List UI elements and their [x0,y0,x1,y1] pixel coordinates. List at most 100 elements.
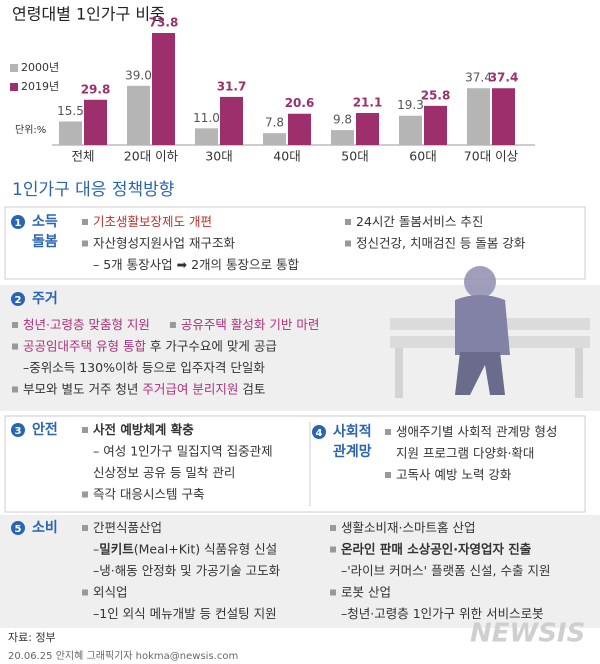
bar [127,85,150,145]
text-part: 밀키트 [99,541,134,556]
bullet [12,322,18,328]
policy-text: 공유주택 활성화 기반 마련 [181,317,319,332]
policy-text: 청년·고령층 맞춤형 지원 [23,317,150,332]
bar [288,113,311,145]
text-part: 기초생활보장제도 개편 [93,214,212,229]
bullet [330,546,336,553]
policy-text: 고독사 예방 노력 강화 [396,467,512,482]
text-part: 생활소비재·스마트홈 산업 [341,520,475,535]
text-part: 온라인 판매 소상공인·자영업자 진출 [341,541,532,556]
number-badge [11,292,25,306]
bullet [82,240,88,247]
section-heading: 소비 [32,520,58,536]
text-part: – 5개 통장사업 ➡ 2개의 통장으로 통합 [93,257,299,272]
section-heading: 안전 [32,421,58,438]
text-part: 신상정보 공유 등 밀착 관리 [93,465,235,480]
value-label: 31.7 [217,79,247,93]
text-part: 검토 [238,381,265,396]
value-label: 37.4 [489,71,519,85]
policy-text: –'라이브 커머스' 플랫폼 신설, 수출 지원 [341,563,550,578]
bar [84,99,107,145]
legend-swatch [10,64,18,72]
bullet [82,219,88,225]
section-box [4,415,586,513]
chart-title: 연령대별 1인가구 비중 [12,5,165,24]
x-tick-label: 30대 [205,149,232,164]
bullet [345,219,351,225]
text-part: –청년·고령층 1인가구 위한 서비스로봇 [341,606,544,621]
bar [263,133,286,145]
bar [492,88,515,145]
section-heading: 돌봄 [32,234,58,250]
bullet [330,525,336,531]
value-label: 37.4 [465,71,492,85]
x-tick-label: 50대 [341,149,368,164]
value-label: 7.8 [265,116,284,130]
number-label: 1 [15,218,22,229]
policy-text: 자산형성지원사업 재구조화 [93,235,235,250]
text-part: 사전 예방체계 확충 [93,422,194,437]
policy-text: 생애주기별 사회적 관계망 형성 [396,424,557,439]
value-label: 39.0 [125,68,152,82]
bar [399,115,422,145]
section-heading: 주거 [32,291,58,307]
policy-text: –청년·고령층 1인가구 위한 서비스로봇 [341,606,544,621]
policy-text: 부모와 별도 거주 청년 주거급여 분리지원 검토 [23,381,265,396]
number-label: 3 [15,426,22,437]
legend-swatch [10,83,18,91]
x-tick-label: 60대 [409,149,436,164]
bullet [345,240,351,247]
bullet [330,589,336,596]
text-part: 24시간 돌봄서비스 추진 [356,214,483,229]
bar [195,128,218,145]
value-label: 73.8 [149,16,179,30]
bullet [82,491,88,498]
text-part: 간편식품산업 [93,520,162,535]
bar [356,112,379,145]
text-part: 후 가구수요에 맞게 공급 [146,338,277,353]
section-title: 1인가구 대응 정책방향 [12,180,174,200]
value-label: 15.5 [57,104,84,118]
bullet [385,429,391,435]
value-label: 11.0 [193,111,220,125]
text-part: 주거급여 분리지원 [142,381,238,396]
policy-text: –1인 외식 메뉴개발 등 컨설팅 지원 [93,606,277,621]
text-part: 정신건강, 치매검진 등 돌봄 강화 [356,235,526,250]
bar [424,105,447,145]
text-part: –냉·해동 안정화 및 가공기술 고도화 [93,563,281,578]
value-label: 20.6 [285,96,315,110]
text-part: 지원 프로그램 다양화·확대 [396,445,534,460]
text-part: 공유주택 활성화 기반 마련 [181,317,319,332]
bar [467,88,490,145]
number-badge [11,423,25,437]
text-part: (Meal+Kit) 식품유형 신설 [134,541,277,556]
bullet [385,472,391,478]
policy-text: 사전 예방체계 확충 [93,422,194,437]
section-box [4,206,586,280]
text-part: 즉각 대응시스템 구축 [93,486,204,501]
section-heading: 관계망 [333,443,372,460]
number-badge [11,215,25,229]
policy-text: – 여성 1인가구 밀집지역 집중관제 [93,443,273,458]
policy-text: 공공임대주택 유형 통합 후 가구수요에 맞게 공급 [23,338,277,353]
text-part: –'라이브 커머스' 플랫폼 신설, 수출 지원 [341,563,550,578]
policy-text: –냉·해동 안정화 및 가공기술 고도화 [93,563,281,578]
policy-text: 지원 프로그램 다양화·확대 [396,445,534,460]
policy-text: 로봇 산업 [341,584,391,599]
bar [59,121,82,145]
bullet [12,386,18,393]
source: 자료: 정부 [8,631,56,644]
x-tick-label: 70대 이상 [464,149,519,164]
text-part: 부모와 별도 거주 청년 [23,381,142,396]
policy-text: 생활소비재·스마트홈 산업 [341,520,475,535]
bullet [82,427,88,433]
credit: 20.06.25 안지혜 그래픽기자 hokma@newsis.com [8,650,238,662]
value-label: 25.8 [421,88,451,102]
bullet [82,525,88,531]
number-badge [11,521,25,535]
policy-text: 신상정보 공유 등 밀착 관리 [93,465,235,480]
policy-text: –밀키트(Meal+Kit) 식품유형 신설 [93,541,277,556]
text-part: –1인 외식 메뉴개발 등 컨설팅 지원 [93,606,277,621]
text-part: 고독사 예방 노력 강화 [396,467,512,482]
